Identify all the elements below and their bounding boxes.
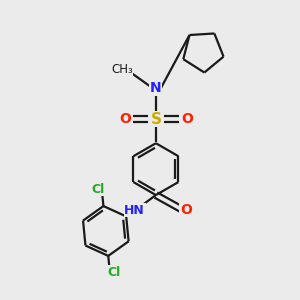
- Text: CH₃: CH₃: [111, 62, 133, 76]
- Text: HN: HN: [124, 204, 145, 217]
- Text: Cl: Cl: [91, 183, 104, 196]
- Text: S: S: [150, 112, 161, 127]
- Text: O: O: [180, 203, 192, 217]
- Text: N: N: [150, 81, 162, 95]
- Text: O: O: [181, 112, 193, 126]
- Text: O: O: [119, 112, 131, 126]
- Text: Cl: Cl: [107, 266, 121, 279]
